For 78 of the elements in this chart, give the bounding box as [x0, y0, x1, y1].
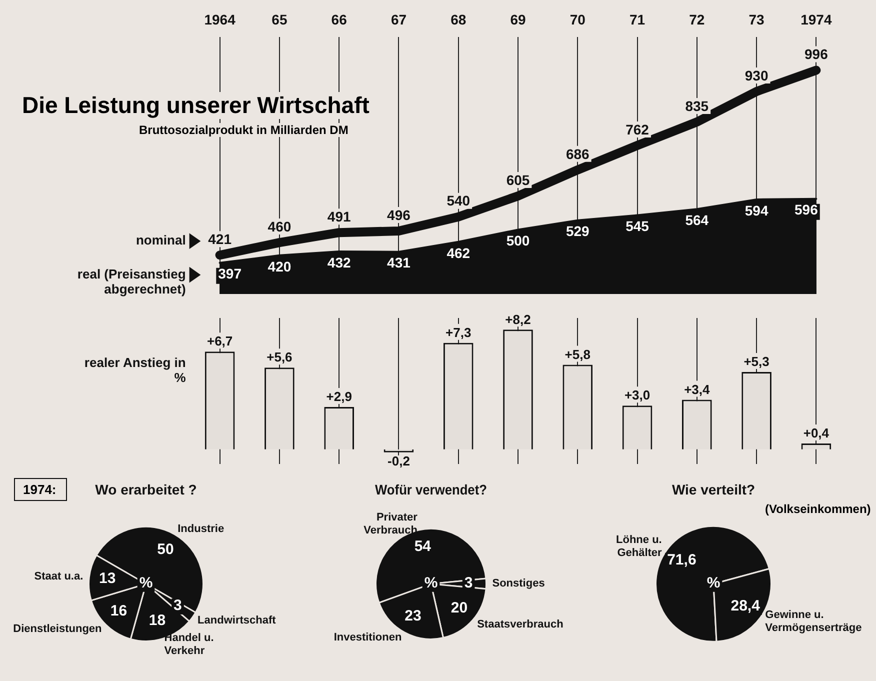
- data-label: 540: [446, 192, 470, 209]
- data-label: +5,3: [744, 354, 770, 370]
- data-label: +2,9: [326, 389, 352, 404]
- data-label: 686: [566, 146, 590, 162]
- data-label: +0,4: [803, 426, 830, 441]
- legend-label: nominal: [136, 232, 186, 248]
- data-label: +3,4: [684, 382, 711, 397]
- x-tick-label: 67: [390, 11, 407, 28]
- legend-label: Sonstiges: [492, 578, 545, 590]
- data-label: -0,2: [388, 453, 410, 468]
- data-label: 596: [794, 202, 818, 218]
- x-tick-label: 72: [689, 11, 705, 28]
- slice-label: Gewinne u. Vermögenserträge: [765, 608, 862, 634]
- chart-title: Wie verteilt?: [672, 481, 756, 498]
- data-label: 996: [804, 46, 828, 62]
- data-label: 28,4: [730, 598, 761, 615]
- x-tick-label: 70: [570, 11, 586, 28]
- data-label: 3: [174, 597, 182, 614]
- series-label: realer Anstieg in %: [84, 355, 186, 386]
- x-tick-label: 1974: [800, 11, 832, 28]
- data-label: 13: [98, 570, 116, 588]
- text: 1974:: [14, 478, 68, 501]
- slice-label: Investitionen: [334, 632, 402, 644]
- data-label: 762: [626, 121, 650, 138]
- data-label: +7,3: [446, 324, 472, 340]
- data-label: 71,6: [667, 552, 696, 569]
- data-label: 545: [626, 218, 650, 234]
- data-label: 397: [218, 266, 242, 282]
- data-label: +6,7: [206, 334, 233, 349]
- data-label: 421: [208, 230, 232, 247]
- slice-label: Privater Verbrauch: [364, 512, 418, 537]
- data-label: 16: [110, 602, 128, 620]
- text: %: [139, 574, 153, 592]
- text: %: [424, 574, 438, 592]
- x-tick-label: 1964: [204, 11, 236, 28]
- chart-title: Wo erarbeitet ?: [95, 481, 197, 498]
- data-label: 420: [268, 258, 292, 274]
- data-label: 23: [404, 608, 422, 625]
- data-label: +8,2: [505, 312, 531, 327]
- data-label: 20: [450, 599, 468, 616]
- slice-label: Staatsverbrauch: [477, 618, 564, 630]
- data-label: 432: [327, 254, 351, 270]
- data-label: 431: [387, 254, 411, 271]
- data-label: 930: [744, 67, 768, 84]
- data-label: 462: [446, 244, 470, 261]
- data-label: 529: [566, 223, 590, 240]
- data-label: +3,0: [624, 388, 650, 403]
- data-label: 460: [268, 218, 292, 234]
- data-label: 496: [387, 206, 411, 223]
- x-tick-label: 65: [272, 11, 288, 28]
- data-label: 605: [506, 172, 530, 188]
- x-tick-label: 69: [510, 11, 526, 28]
- data-label: +5,6: [266, 350, 292, 365]
- data-label: 50: [157, 540, 174, 558]
- legend-label: real (Preisanstieg abgerechnet): [77, 266, 186, 296]
- text: %: [706, 574, 720, 592]
- slice-label: Staat u.a.: [34, 570, 84, 583]
- text: (Volkseinkommen): [765, 502, 871, 516]
- data-label: 594: [744, 202, 768, 218]
- slice-label: Landwirtschaft: [198, 614, 276, 627]
- text: Die Leistung unserer Wirtschaft: [18, 92, 374, 119]
- data-label: 54: [414, 538, 432, 555]
- slice-label: Löhne u. Gehälter: [616, 534, 663, 560]
- x-tick-label: 66: [331, 11, 348, 28]
- x-tick-label: 68: [450, 11, 466, 28]
- data-label: +5,8: [564, 346, 590, 362]
- data-label: 3: [464, 574, 473, 592]
- slice-label: Industrie: [178, 523, 224, 536]
- data-label: 500: [506, 232, 530, 249]
- data-label: 835: [685, 98, 709, 114]
- slice-label: Dienstleistungen: [13, 623, 102, 636]
- data-label: 564: [685, 212, 709, 228]
- text: Bruttosozialprodukt in Milliarden DM: [136, 123, 352, 137]
- chart-title: Wofür verwendet?: [375, 482, 487, 498]
- x-tick-label: 71: [629, 11, 646, 28]
- x-tick-label: 73: [748, 11, 765, 28]
- data-label: 18: [148, 612, 166, 629]
- data-label: 491: [327, 208, 351, 224]
